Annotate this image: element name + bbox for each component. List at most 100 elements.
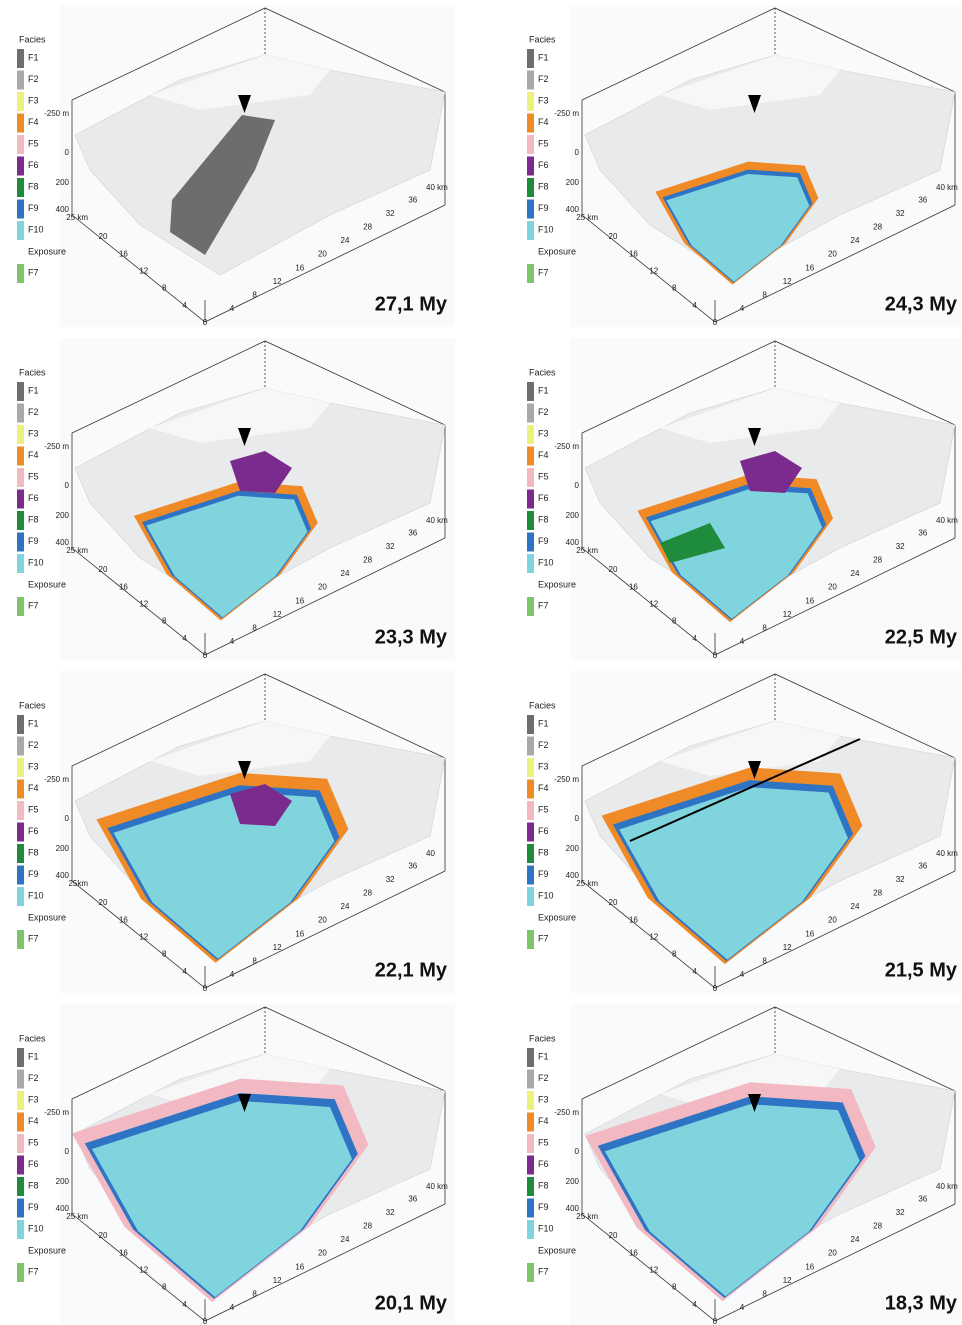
legend-swatch [527,844,534,863]
front-tick-label: 36 [918,195,927,204]
front-axis-end: 40 [426,849,435,858]
legend-swatch [17,844,24,863]
depth-tick-label: 200 [566,1177,580,1186]
left-tick-label: 4 [182,634,187,643]
panel: -250 m020040025 km2016128404812162024283… [527,671,962,993]
front-tick-label: 28 [873,556,882,565]
front-tick-label: 8 [762,957,767,966]
legend-swatch [17,200,24,219]
front-tick-label: 8 [762,291,767,300]
legend-swatch [527,425,534,444]
legend-label: F3 [28,95,39,105]
legend-swatch [17,71,24,90]
front-tick-label: 32 [896,542,905,551]
front-axis-end: 40 km [426,1182,448,1191]
front-tick-label: 20 [318,1249,327,1258]
front-tick-label: 32 [896,875,905,884]
legend-swatch [527,533,534,552]
legend-label: F4 [28,450,39,460]
legend-label: F3 [28,428,39,438]
left-axis-end: 25 km [66,213,88,222]
legend-swatch [17,1199,24,1218]
legend-label: F2 [538,407,549,417]
front-tick-label: 20 [318,250,327,259]
depth-tick-label: -250 m [44,1108,69,1117]
legend-label: F10 [538,557,554,567]
depth-tick-label: 0 [65,148,70,157]
front-tick-label: 4 [740,304,745,313]
left-tick-label: 16 [119,249,128,258]
legend-swatch [527,264,534,283]
legend-label: F10 [28,1223,44,1233]
depth-tick-label: 200 [566,844,580,853]
legend-label: F3 [538,428,549,438]
front-tick-label: 12 [273,1276,282,1285]
front-tick-label: 36 [408,861,417,870]
depth-tick-label: -250 m [554,442,579,451]
left-axis-end: 25 km [576,546,598,555]
front-tick-label: 16 [805,1262,814,1271]
legend-swatch [17,1070,24,1089]
legend-label: F10 [28,890,44,900]
front-tick-label: 24 [341,1235,350,1244]
left-tick-label: 20 [609,1231,618,1240]
legend-label: F2 [538,74,549,84]
legend-swatch [17,1156,24,1175]
legend-label: F1 [28,1051,39,1061]
legend-label: F9 [28,869,39,879]
legend-swatch [17,447,24,466]
legend-title: Facies [529,700,556,710]
front-tick-label: 8 [252,291,257,300]
front-tick-label: 28 [363,889,372,898]
left-tick-label: 0 [713,984,718,993]
legend-swatch [17,114,24,133]
front-tick-label: 8 [252,624,257,633]
front-tick-label: 36 [408,195,417,204]
legend-subtitle: Exposure [28,579,66,589]
legend-label: F8 [28,847,39,857]
depth-tick-label: 0 [575,814,580,823]
legend-label: F2 [28,407,39,417]
front-tick-label: 32 [896,1208,905,1217]
depth-tick-label: 0 [575,1147,580,1156]
front-tick-label: 20 [828,1249,837,1258]
left-axis-end: 25 km [576,879,598,888]
legend-subtitle: Exposure [28,246,66,256]
legend-swatch [527,382,534,401]
legend-label: F6 [28,1159,39,1169]
front-tick-label: 8 [762,624,767,633]
legend-label: F10 [538,224,554,234]
front-tick-label: 36 [918,861,927,870]
legend-swatch [527,49,534,68]
front-tick-label: 8 [762,1290,767,1299]
left-tick-label: 12 [649,267,658,276]
front-axis-end: 40 km [936,1182,958,1191]
front-tick-label: 32 [386,209,395,218]
front-tick-label: 16 [805,263,814,272]
legend-swatch [527,554,534,573]
left-tick-label: 8 [162,1283,167,1292]
time-label: 20,1 My [375,1292,448,1314]
legend-label: F6 [538,1159,549,1169]
legend-swatch [17,887,24,906]
left-tick-label: 20 [99,1231,108,1240]
legend-subtitle: Exposure [538,579,576,589]
legend-label: F5 [538,471,549,481]
left-axis-end: 25 km [66,546,88,555]
left-tick-label: 4 [182,1300,187,1309]
legend-title: Facies [19,34,46,44]
legend-label: F4 [538,450,549,460]
front-tick-label: 28 [873,1222,882,1231]
legend-swatch [527,1156,534,1175]
legend-swatch [17,1263,24,1282]
legend-label: F10 [28,557,44,567]
left-tick-label: 4 [692,301,697,310]
left-tick-label: 12 [139,267,148,276]
legend-label: F7 [538,600,549,610]
legend-label: F7 [28,600,39,610]
time-label: 21,5 My [885,959,958,981]
legend-swatch [17,1091,24,1110]
front-axis-end: 40 km [936,516,958,525]
legend-label: F2 [28,1073,39,1083]
front-tick-label: 20 [318,583,327,592]
